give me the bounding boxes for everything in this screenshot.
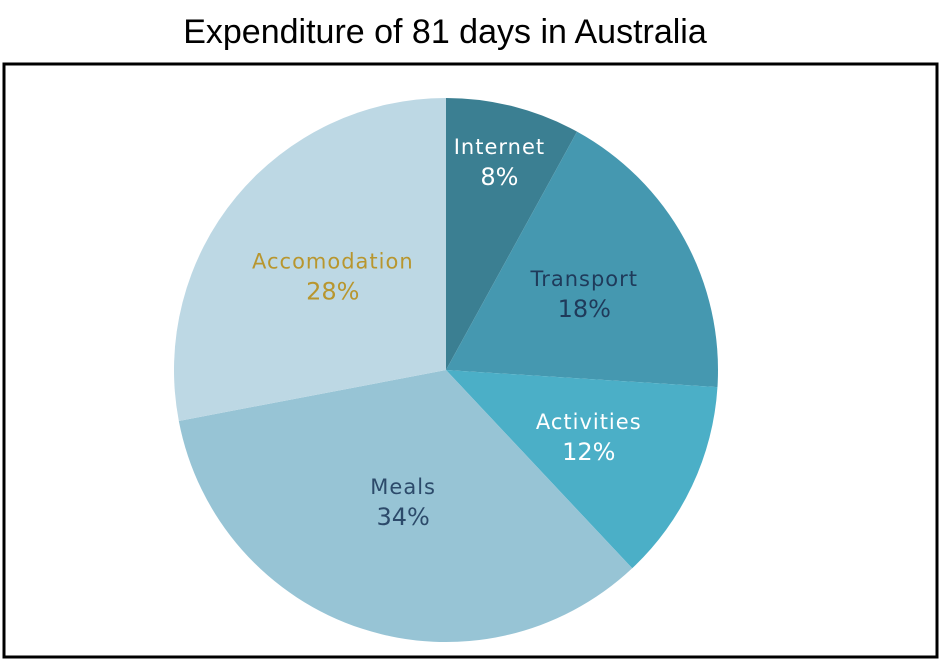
pie-slice [446, 131, 718, 388]
slice-value-label: 18% [558, 295, 611, 323]
slice-label: Transport [529, 267, 638, 291]
slice-label: Accomodation [252, 249, 414, 273]
slice-value-label: 8% [480, 163, 518, 191]
slice-label: Activities [536, 410, 642, 434]
pie-slice [178, 370, 633, 643]
pie-slice [446, 370, 718, 569]
slice-value-label: 28% [306, 277, 359, 305]
slice-label: Meals [370, 475, 436, 499]
pie-slice [173, 98, 446, 421]
chart-title: Expenditure of 81 days in Australia [183, 13, 707, 51]
slice-label: Internet [454, 135, 545, 159]
slice-value-label: 34% [376, 503, 429, 531]
pie-slice [446, 98, 578, 370]
slice-value-label: 12% [562, 438, 615, 466]
